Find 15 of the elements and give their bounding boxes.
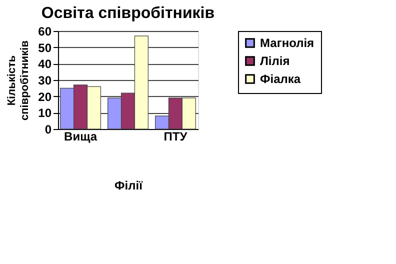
y-tick-label: 0	[44, 122, 52, 136]
y-tick-label: 50	[38, 40, 52, 55]
y-tick-label: 10	[38, 106, 52, 120]
y-tick-label: 60	[38, 24, 52, 38]
y-tick-label: 30	[38, 74, 52, 88]
y-axis-title: Кількість співробітників	[6, 40, 32, 120]
legend-label: Фіалка	[260, 72, 301, 86]
y-tick-label: 40	[38, 57, 52, 72]
chart-title: Освіта співробітників	[41, 5, 215, 22]
x-tick-label: ПТУ	[164, 130, 188, 144]
legend-label: Магнолія	[260, 36, 314, 50]
x-tick-label: Вища	[64, 130, 98, 144]
legend-label: Лілія	[260, 54, 290, 68]
x-axis-title: Філії	[114, 178, 144, 192]
y-tick-label: 20	[38, 90, 52, 104]
